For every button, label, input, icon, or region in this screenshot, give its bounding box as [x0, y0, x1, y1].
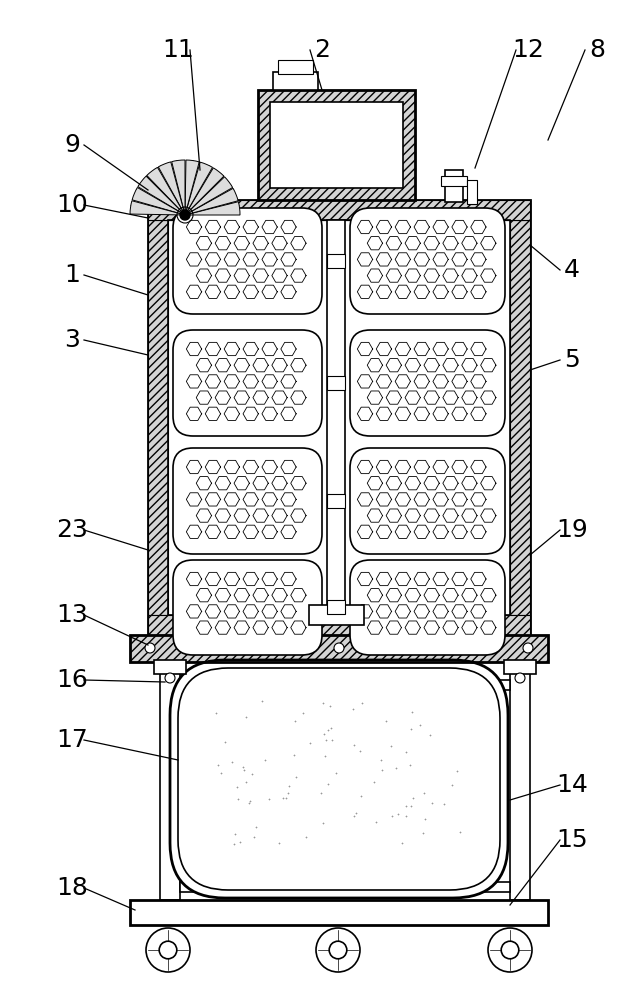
Bar: [327, 494, 345, 508]
Text: 3: 3: [64, 328, 80, 352]
Bar: [154, 660, 186, 674]
Bar: [270, 102, 403, 188]
FancyBboxPatch shape: [170, 660, 508, 898]
FancyBboxPatch shape: [173, 208, 322, 314]
Bar: [467, 180, 477, 204]
FancyBboxPatch shape: [350, 448, 505, 554]
Text: 11: 11: [162, 38, 194, 62]
Bar: [258, 90, 415, 200]
Circle shape: [159, 941, 177, 959]
Bar: [180, 882, 510, 892]
Text: 9: 9: [64, 133, 80, 157]
Text: 10: 10: [56, 193, 88, 217]
Bar: [504, 660, 536, 674]
Circle shape: [329, 941, 347, 959]
Bar: [327, 220, 345, 615]
Bar: [177, 207, 193, 223]
Wedge shape: [185, 202, 240, 215]
Text: 18: 18: [56, 876, 88, 900]
Bar: [441, 176, 467, 186]
Bar: [273, 72, 318, 90]
Wedge shape: [147, 167, 185, 215]
Circle shape: [145, 643, 155, 653]
Bar: [160, 672, 180, 900]
Text: 2: 2: [314, 38, 330, 62]
Circle shape: [180, 210, 190, 220]
Bar: [148, 200, 530, 220]
Bar: [309, 605, 364, 625]
Circle shape: [488, 928, 532, 972]
Text: 23: 23: [56, 518, 88, 542]
Wedge shape: [138, 176, 185, 215]
Circle shape: [165, 673, 175, 683]
Bar: [510, 200, 530, 635]
Circle shape: [334, 643, 344, 653]
Text: 16: 16: [56, 668, 88, 692]
Bar: [130, 635, 548, 662]
Bar: [510, 672, 530, 900]
Circle shape: [316, 928, 360, 972]
FancyBboxPatch shape: [350, 208, 505, 314]
Wedge shape: [185, 160, 199, 215]
FancyBboxPatch shape: [173, 448, 322, 554]
Wedge shape: [172, 160, 185, 215]
Wedge shape: [132, 188, 185, 215]
Text: 5: 5: [564, 348, 580, 372]
Text: 15: 15: [556, 828, 588, 852]
Wedge shape: [185, 188, 238, 215]
Text: 12: 12: [512, 38, 544, 62]
Bar: [148, 615, 530, 635]
Wedge shape: [185, 162, 212, 215]
Bar: [278, 60, 313, 74]
Text: 1: 1: [64, 263, 80, 287]
Bar: [148, 200, 168, 635]
Text: 19: 19: [556, 518, 588, 542]
Wedge shape: [185, 177, 233, 215]
Bar: [148, 200, 530, 220]
Bar: [130, 635, 548, 662]
Circle shape: [146, 928, 190, 972]
FancyBboxPatch shape: [173, 560, 322, 655]
Bar: [168, 220, 510, 615]
Bar: [148, 615, 530, 635]
FancyBboxPatch shape: [350, 330, 505, 436]
Bar: [190, 816, 500, 828]
Text: 4: 4: [564, 258, 580, 282]
Text: 17: 17: [56, 728, 88, 752]
Circle shape: [501, 941, 519, 959]
Text: 13: 13: [56, 603, 88, 627]
Bar: [130, 900, 548, 925]
Wedge shape: [185, 168, 224, 215]
Wedge shape: [158, 162, 185, 215]
Bar: [327, 600, 345, 614]
Bar: [258, 90, 415, 200]
FancyBboxPatch shape: [173, 330, 322, 436]
Bar: [327, 254, 345, 268]
Circle shape: [515, 673, 525, 683]
Bar: [180, 680, 510, 690]
FancyBboxPatch shape: [350, 560, 505, 655]
Bar: [148, 200, 530, 635]
Bar: [327, 376, 345, 390]
Text: 14: 14: [556, 773, 588, 797]
Text: 8: 8: [589, 38, 605, 62]
Circle shape: [523, 643, 533, 653]
Wedge shape: [130, 201, 185, 215]
Bar: [445, 170, 463, 202]
